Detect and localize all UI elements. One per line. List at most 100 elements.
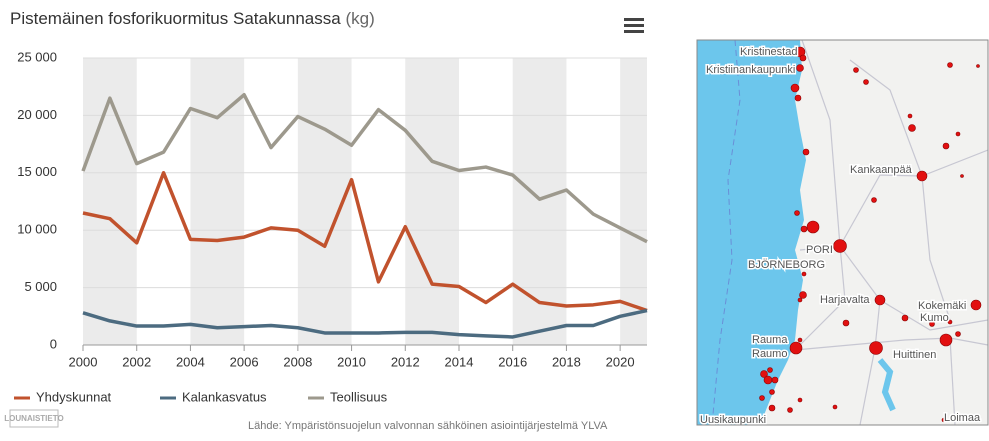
series-line (81, 92, 648, 244)
y-tick-label: 20 000 (17, 107, 57, 122)
map-label: Kankaanpää (850, 164, 913, 176)
chart-title-unit: (kg) (345, 9, 374, 28)
plot-band (405, 58, 459, 345)
legend-item: Yhdyskunnat (14, 389, 112, 404)
source: Lähde: Ympäristönsuojelun valvonnan sähk… (248, 420, 608, 432)
map-point (760, 370, 768, 378)
map-label: Huittinen (893, 349, 936, 361)
map-point (832, 404, 838, 410)
map-point (763, 375, 773, 385)
map-point (929, 321, 935, 327)
map-point (942, 142, 950, 150)
plot-area: 0 5 000 10 000 15 000 20 000 25 000 2000 2002 20… (17, 49, 648, 369)
map-point (939, 333, 953, 347)
map-point (796, 64, 804, 72)
map-point (794, 210, 800, 216)
map-point (908, 124, 916, 132)
y-tick-label: 25 000 (17, 49, 57, 64)
map-point (970, 299, 982, 311)
x-tick-label: 2008 (283, 354, 312, 369)
map-point (976, 64, 980, 68)
y-tick-label: 15 000 (17, 164, 57, 179)
legend-item: Teollisuus (308, 389, 388, 404)
x-tick-label: 2016 (498, 354, 527, 369)
x-tick-label: 2002 (122, 354, 151, 369)
map-label: Kumo (920, 312, 949, 324)
legend-label: Teollisuus (330, 389, 388, 404)
map-point (759, 395, 765, 401)
x-tick-label: 2000 (69, 354, 98, 369)
map-point (941, 417, 947, 423)
plot-band (512, 58, 567, 345)
map-point (907, 113, 913, 119)
map-point (833, 239, 847, 253)
map-point (947, 319, 953, 325)
map-sea (697, 40, 806, 425)
x-tick-label: 2020 (606, 354, 635, 369)
map-point (801, 271, 807, 277)
x-tick-label: 2018 (552, 354, 581, 369)
plot-band (190, 58, 245, 345)
series-line (82, 171, 648, 313)
map-point (789, 341, 803, 355)
map-label: Uusikaupunki (700, 414, 766, 426)
legend-label: Kalankasvatus (182, 389, 267, 404)
map: Kristinestad Kristiinankaupunki Kankaanpää… (696, 39, 989, 426)
map-point (799, 54, 807, 62)
map-point (797, 337, 803, 343)
chart-title: Pistemäinen fosforikuormitus Satakunnass… (10, 9, 341, 28)
map-point (767, 367, 773, 373)
map-point (802, 148, 810, 156)
logo-text: LOUNAISTIETO (4, 414, 63, 423)
chart-title-row: Pistemäinen fosforikuormitus Satakunnass… (10, 9, 375, 28)
map-label: Kokemäki (918, 300, 966, 312)
x-tick-label: 2014 (445, 354, 474, 369)
y-tick-label: 5 000 (24, 279, 57, 294)
map-point (806, 220, 820, 234)
map-points (759, 46, 982, 423)
legend-item: Kalankasvatus (160, 389, 267, 404)
map-point (916, 170, 928, 182)
map-point (800, 225, 808, 233)
map-point (863, 79, 869, 85)
plot-band (83, 58, 137, 345)
map-point (794, 94, 802, 102)
map-label: Harjavalta (820, 294, 870, 306)
x-tick-label: 2006 (230, 354, 259, 369)
map-point (874, 294, 886, 306)
map-point (960, 174, 964, 178)
map-label: BJÖRNEBORG (748, 259, 825, 271)
x-tick-label: 2012 (391, 354, 420, 369)
map-point (853, 67, 859, 73)
plot-band (620, 58, 647, 345)
y-tick-label: 10 000 (17, 222, 57, 237)
legend-label: Yhdyskunnat (36, 389, 112, 404)
map-label: Rauma (752, 334, 788, 346)
map-point (790, 83, 800, 93)
map-point (869, 341, 883, 355)
menu-button[interactable] (620, 14, 648, 38)
map-point (842, 319, 850, 327)
map-label: Loimaa (944, 412, 981, 424)
map-point (797, 397, 803, 403)
map-point (901, 314, 909, 322)
map-point (955, 331, 961, 337)
map-label: Raumo (752, 348, 787, 360)
x-tick-label: 2004 (176, 354, 205, 369)
map-label: Kristiinankaupunki (706, 64, 795, 76)
map-label: PORI (806, 244, 833, 256)
x-tick-label: 2010 (337, 354, 366, 369)
map-point (955, 131, 961, 137)
logo: LOUNAISTIETO (4, 409, 64, 428)
map-point (797, 297, 803, 303)
map-point (947, 62, 953, 68)
map-point (871, 197, 877, 203)
map-point (787, 407, 793, 413)
map-point (769, 389, 775, 395)
y-tick-label: 0 (50, 336, 57, 351)
map-point (771, 376, 779, 384)
series-line (82, 308, 648, 339)
map-border (696, 39, 989, 426)
map-label: Kristinestad (740, 46, 797, 58)
